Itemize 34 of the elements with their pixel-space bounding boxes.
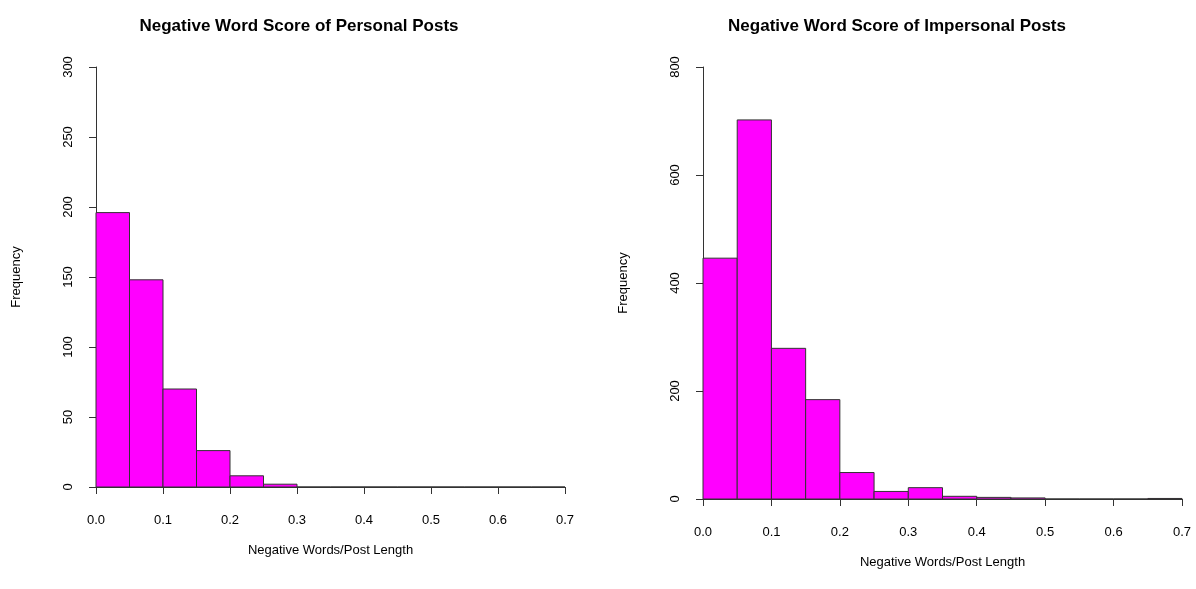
y-axis-title: Frequency	[8, 245, 23, 308]
x-tick-label: 0.2	[220, 512, 240, 527]
x-tick-label: 0.4	[967, 524, 986, 539]
x-tick-label: 0.7	[555, 512, 575, 527]
y-axis-title: Frequency	[615, 251, 630, 314]
x-tick-label: 0.6	[488, 512, 508, 527]
x-tick-label: 0.5	[1036, 524, 1055, 539]
x-tick-label: 0.3	[287, 512, 307, 527]
x-tick-label: 0.6	[1104, 524, 1123, 539]
x-tick-label: 0.4	[354, 512, 374, 527]
x-axis-title: Negative Words/Post Length	[247, 542, 414, 557]
y-tick-label: 400	[667, 272, 682, 294]
x-axis-title: Negative Words/Post Length	[859, 554, 1026, 569]
x-tick-label: 0.0	[693, 524, 713, 539]
y-tick-label: 100	[60, 336, 75, 358]
y-tick-label: 250	[60, 126, 75, 148]
y-tick-label: 0	[667, 495, 682, 503]
y-tick-label: 300	[60, 56, 75, 78]
chart-title: Negative Word Score of Personal Posts	[139, 16, 459, 35]
x-tick-label: 0.1	[153, 512, 173, 527]
x-tick-label: 0.2	[830, 524, 849, 539]
x-tick-label: 0.3	[899, 524, 918, 539]
y-tick-label: 50	[60, 409, 75, 425]
y-tick-label: 0	[60, 483, 75, 491]
y-tick-label: 200	[667, 380, 682, 402]
y-tick-label: 150	[60, 266, 75, 288]
x-tick-label: 0.0	[86, 512, 106, 527]
y-tick-label: 800	[667, 56, 682, 78]
y-tick-label: 200	[60, 196, 75, 218]
y-tick-label: 600	[667, 164, 682, 186]
x-tick-label: 0.5	[421, 512, 441, 527]
chart-title: Negative Word Score of Impersonal Posts	[728, 16, 1066, 35]
x-tick-label: 0.1	[762, 524, 781, 539]
x-tick-label: 0.7	[1172, 524, 1192, 539]
